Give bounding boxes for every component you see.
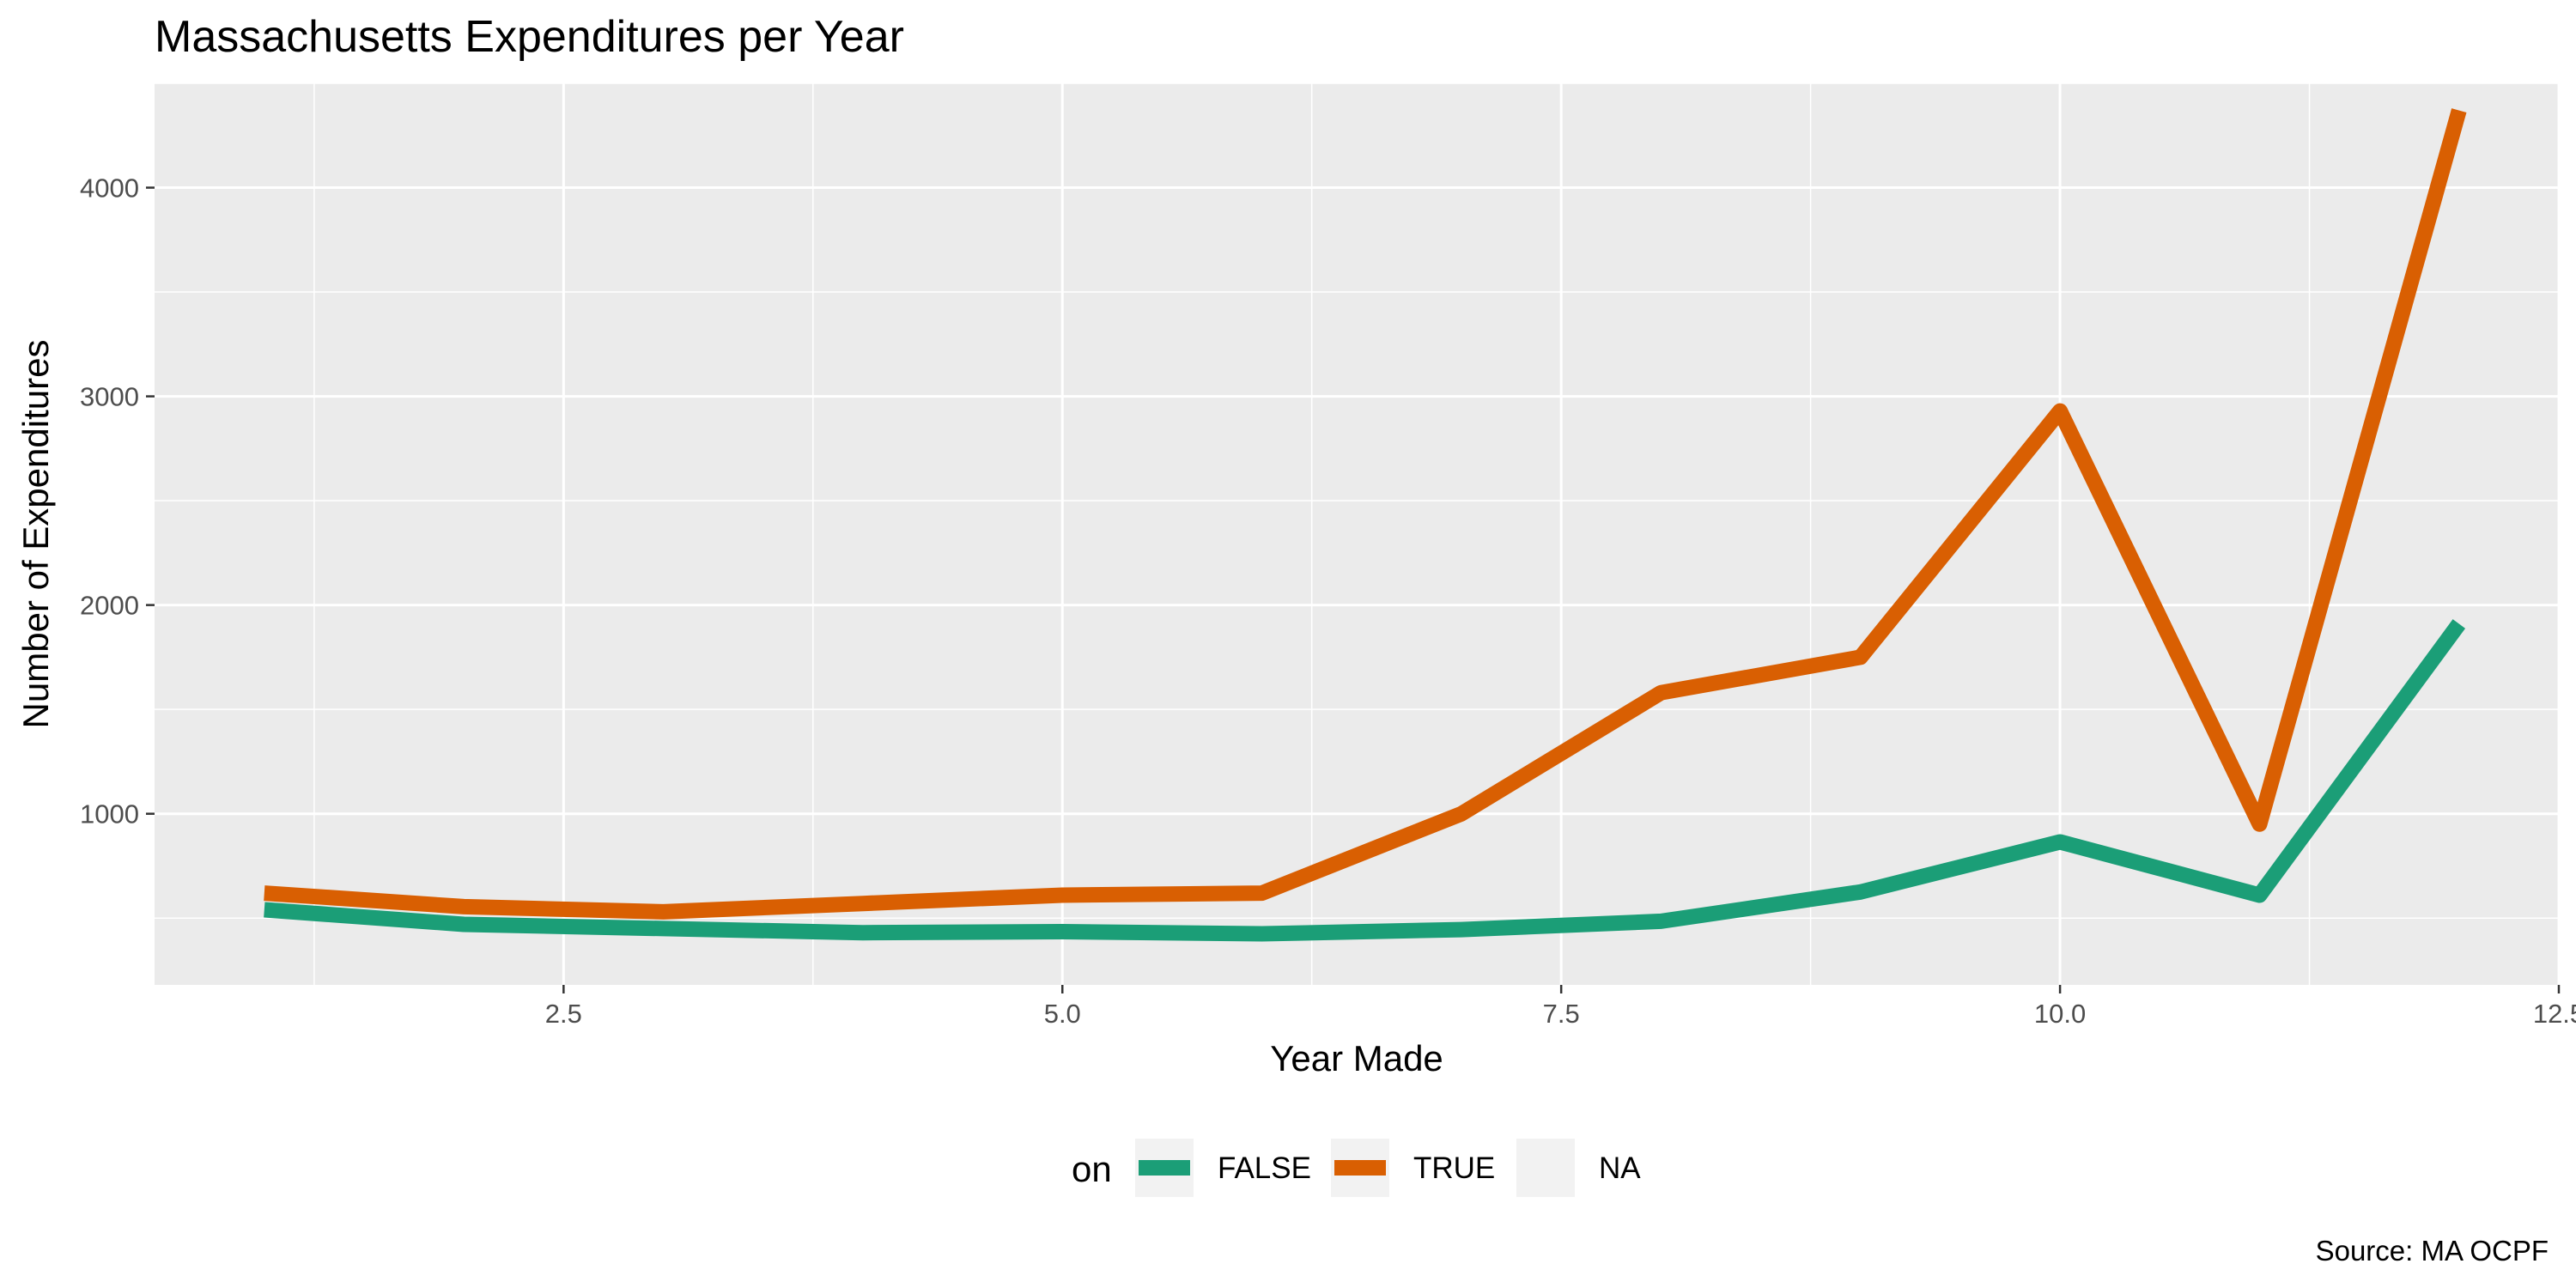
y-tick-label: 4000 (80, 173, 139, 204)
x-axis-title: Year Made (1270, 1038, 1443, 1078)
series-line-false (264, 619, 2466, 942)
x-tick-label: 10.0 (2034, 999, 2086, 1029)
y-tick-label: 1000 (80, 799, 139, 829)
legend-label-false: FALSE (1218, 1151, 1311, 1185)
legend-label-true: TRUE (1413, 1151, 1495, 1185)
x-tick-label: 12.5 (2533, 999, 2576, 1029)
series-line-true (264, 108, 2467, 920)
y-tick-label: 2000 (80, 591, 139, 621)
y-axis-title: Number of Expenditures (15, 340, 56, 729)
x-tick-label: 2.5 (545, 999, 582, 1029)
legend-label-na: NA (1599, 1151, 1641, 1185)
x-tick-label: 7.5 (1543, 999, 1580, 1029)
minor-gridlines (155, 82, 2559, 985)
legend-key (1516, 1139, 1575, 1197)
plot-panel (155, 83, 2559, 985)
x-axis: 2.5 5.0 7.5 10.0 12.5 (545, 985, 2576, 1029)
series-lines (264, 108, 2467, 942)
y-tick-label: 3000 (80, 382, 139, 412)
x-tick-label: 5.0 (1044, 999, 1081, 1029)
y-axis: 1000 2000 3000 4000 (80, 173, 155, 829)
chart-title: Massachusetts Expenditures per Year (155, 12, 904, 62)
chart-caption: Source: MA OCPF (2316, 1235, 2549, 1267)
legend-title: on (1072, 1149, 1112, 1189)
legend: on FALSE TRUE NA (1072, 1139, 1641, 1197)
